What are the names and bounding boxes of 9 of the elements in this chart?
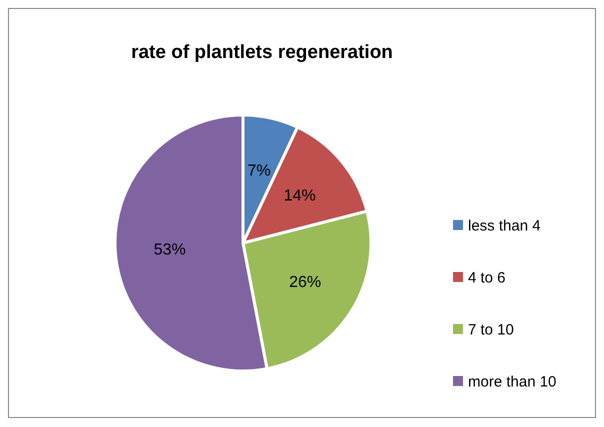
legend-label: 4 to 6 <box>468 270 506 286</box>
legend-label: 7 to 10 <box>468 322 514 338</box>
chart-title: rate of plantlets regeneration <box>131 42 393 63</box>
legend-label: more than 10 <box>468 374 556 390</box>
legend-label: less than 4 <box>468 218 541 234</box>
data-label: 26% <box>289 274 322 291</box>
data-label: 53% <box>154 241 186 258</box>
data-label: 14% <box>284 188 316 205</box>
data-label: 7% <box>247 162 271 180</box>
